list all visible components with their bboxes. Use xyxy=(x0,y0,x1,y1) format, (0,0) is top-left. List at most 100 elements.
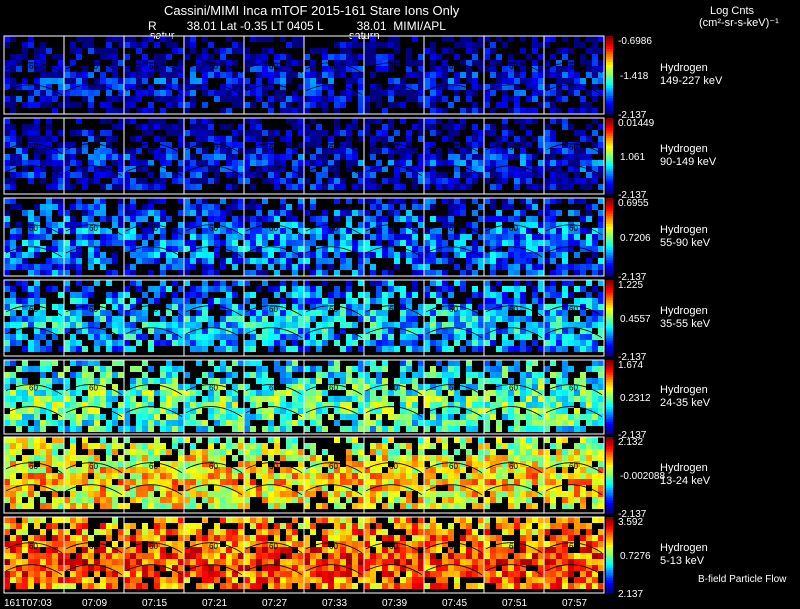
heatmap-cell xyxy=(136,378,142,384)
heatmap-cell xyxy=(226,78,232,84)
heatmap-cell xyxy=(148,426,154,432)
heatmap-cell xyxy=(208,252,214,258)
heatmap-cell xyxy=(430,72,436,78)
heatmap-cell xyxy=(346,304,352,310)
heatmap-cell xyxy=(436,130,442,136)
heatmap-cell xyxy=(394,252,400,258)
heatmap-cell xyxy=(532,198,538,204)
heatmap-cell xyxy=(286,408,292,414)
heatmap-cell xyxy=(94,148,100,154)
heatmap-cell xyxy=(370,222,376,228)
heatmap-cell xyxy=(148,455,154,461)
heatmap-cell xyxy=(28,228,34,234)
heatmap-cell xyxy=(214,455,220,461)
heatmap-cell xyxy=(394,286,400,292)
heatmap-cell xyxy=(544,72,550,78)
heatmap-cell xyxy=(202,328,208,334)
heatmap-cell xyxy=(472,154,478,160)
heatmap-cell xyxy=(28,270,34,276)
heatmap-cell xyxy=(160,136,166,142)
heatmap-cell xyxy=(34,172,40,178)
heatmap-cell xyxy=(412,246,418,252)
heatmap-cell xyxy=(214,334,220,340)
heatmap-cell xyxy=(592,166,598,172)
heatmap-cell xyxy=(70,497,76,503)
heatmap-cell xyxy=(148,503,154,509)
heatmap-cell xyxy=(196,437,202,443)
heatmap-cell xyxy=(454,84,460,90)
heatmap-cell xyxy=(568,142,574,148)
heatmap-cell xyxy=(160,328,166,334)
heatmap-cell xyxy=(550,286,556,292)
heatmap-cell xyxy=(292,72,298,78)
heatmap-cell xyxy=(346,310,352,316)
heatmap-cell xyxy=(100,316,106,322)
heatmap-cell xyxy=(352,408,358,414)
heatmap-cell xyxy=(166,366,172,372)
heatmap-cell xyxy=(226,408,232,414)
panel-border xyxy=(3,359,605,435)
heatmap-cell xyxy=(550,222,556,228)
heatmap-cell xyxy=(442,304,448,310)
heatmap-cell xyxy=(574,298,580,304)
heatmap-cell xyxy=(208,390,214,396)
heatmap-cell xyxy=(34,408,40,414)
heatmap-cell xyxy=(226,378,232,384)
heatmap-cell xyxy=(550,84,556,90)
heatmap-cell xyxy=(508,252,514,258)
heatmap-cell xyxy=(496,264,502,270)
contour-line xyxy=(485,84,543,96)
heatmap-cell xyxy=(142,142,148,148)
heatmap-cell xyxy=(142,426,148,432)
heatmap-cell xyxy=(232,408,238,414)
heatmap-cell xyxy=(538,222,544,228)
heatmap-cell xyxy=(448,304,454,310)
heatmap-cell xyxy=(76,160,82,166)
heatmap-cell xyxy=(10,124,16,130)
heatmap-cell xyxy=(154,340,160,346)
heatmap-cell xyxy=(208,372,214,378)
heatmap-cell xyxy=(298,160,304,166)
heatmap-cell xyxy=(352,124,358,130)
heatmap-cell xyxy=(454,340,460,346)
heatmap-cell xyxy=(448,258,454,264)
heatmap-cell xyxy=(76,298,82,304)
heatmap-cell xyxy=(340,48,346,54)
heatmap-cell xyxy=(100,479,106,485)
heatmap-cell xyxy=(532,72,538,78)
heatmap-cell xyxy=(448,378,454,384)
heatmap-cell xyxy=(40,366,46,372)
heatmap-cell xyxy=(82,234,88,240)
heatmap-cell xyxy=(196,222,202,228)
heatmap-cell xyxy=(136,485,142,491)
heatmap-cell xyxy=(376,148,382,154)
heatmap-cell xyxy=(118,154,124,160)
heatmap-cell xyxy=(418,420,424,426)
heatmap-cell xyxy=(520,228,526,234)
heatmap-cell xyxy=(166,390,172,396)
heatmap-cell xyxy=(112,108,118,114)
colorbar-segment xyxy=(606,72,613,76)
heatmap-cell xyxy=(124,340,130,346)
heatmap-cell xyxy=(526,346,532,352)
heatmap-cell xyxy=(4,42,10,48)
contour-line xyxy=(425,246,483,258)
heatmap-cell xyxy=(124,449,130,455)
heatmap-cell xyxy=(22,316,28,322)
heatmap-cell xyxy=(580,102,586,108)
heatmap-cell xyxy=(508,36,514,42)
heatmap-cell xyxy=(562,154,568,160)
heatmap-cell xyxy=(232,360,238,366)
heatmap-cell xyxy=(112,234,118,240)
heatmap-cell xyxy=(40,136,46,142)
heatmap-cell xyxy=(304,240,310,246)
heatmap-cell xyxy=(424,246,430,252)
heatmap-cell xyxy=(382,334,388,340)
heatmap-cell xyxy=(346,42,352,48)
heatmap-cell xyxy=(472,148,478,154)
heatmap-cell xyxy=(34,280,40,286)
colorbar-segment xyxy=(606,163,613,167)
colorbar-segment xyxy=(606,260,613,264)
heatmap-cell xyxy=(202,178,208,184)
heatmap-cell xyxy=(40,437,46,443)
